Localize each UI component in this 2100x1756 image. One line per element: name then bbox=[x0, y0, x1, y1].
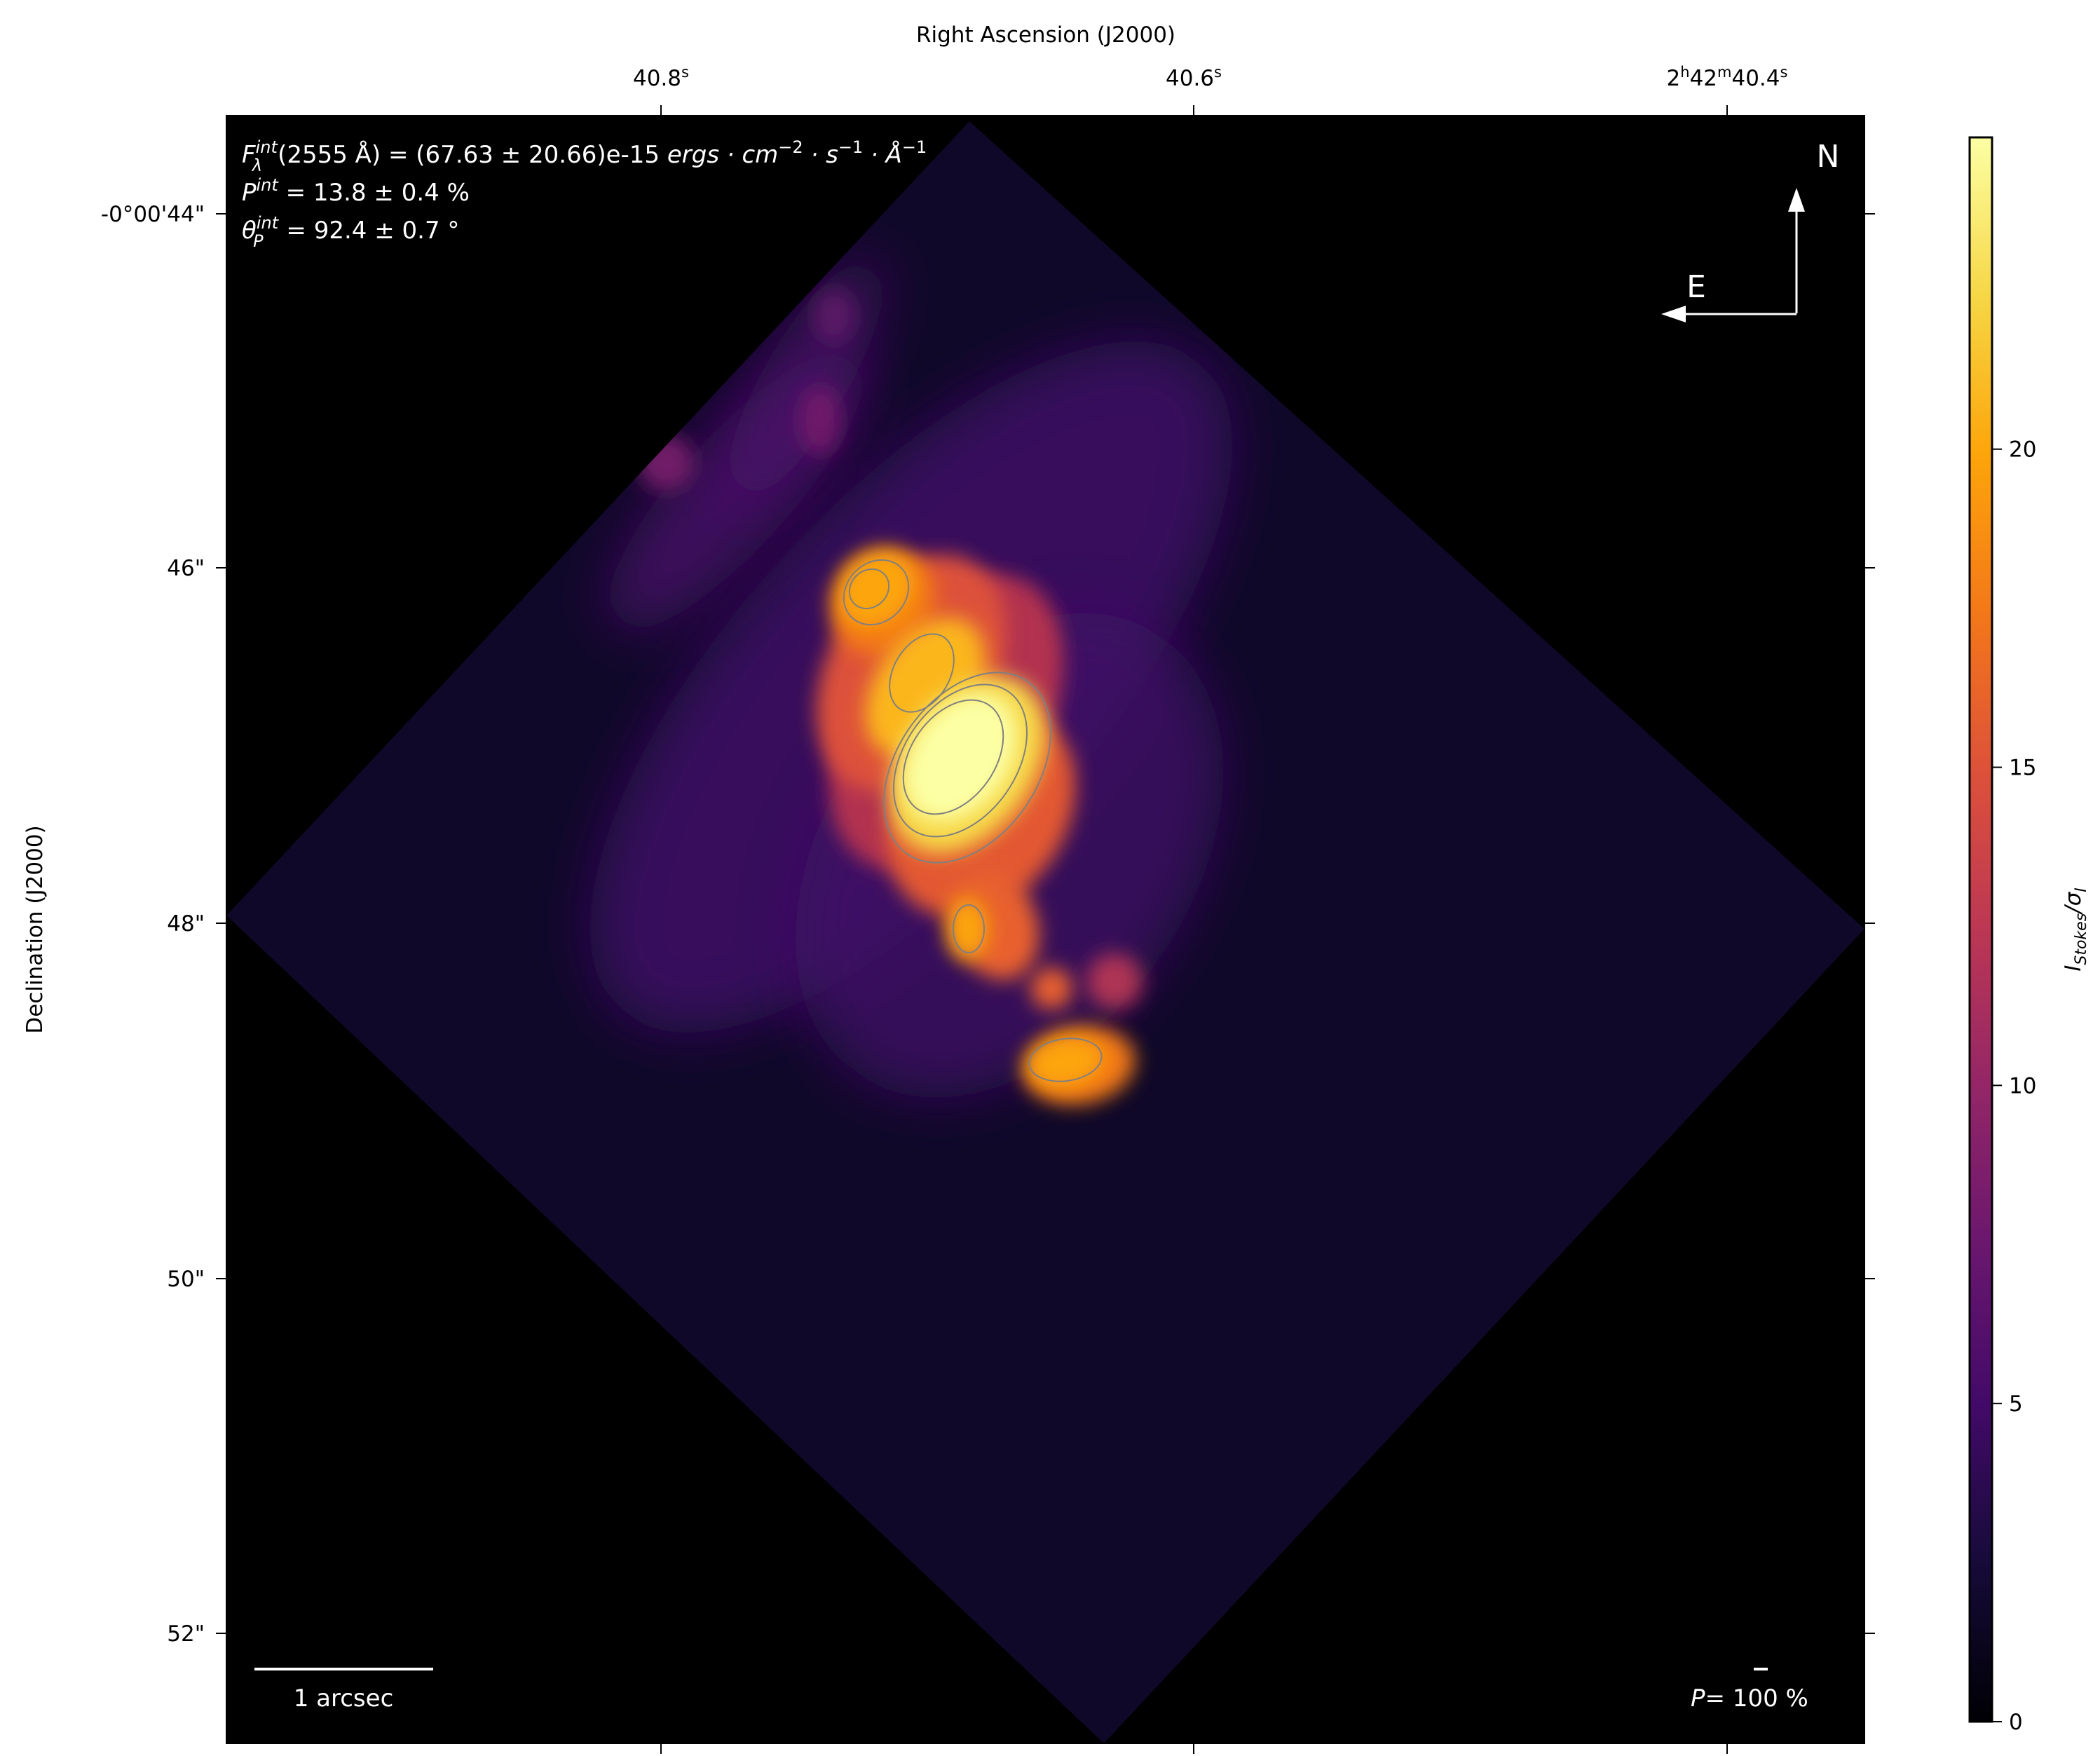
polarization-annotation: Pint = 13.8 ± 0.4 % bbox=[242, 175, 470, 207]
colorbar-label: IStokes/σI bbox=[2061, 887, 2090, 972]
colorbar: IStokes/σI 0 5 10 15 20 bbox=[1968, 136, 2090, 1735]
flux-annotation: Fint λ (2555 Å) = (67.63 ± 20.66)e-15 ergs… bbox=[242, 137, 927, 175]
plot-frame bbox=[226, 115, 1865, 1744]
north-arrow-head bbox=[1788, 188, 1805, 212]
north-label: N bbox=[1817, 139, 1840, 175]
ra-axis: 40.8s 40.6s 2h42m40.4s Right Ascension (… bbox=[633, 22, 1787, 1754]
contour-line bbox=[1028, 1037, 1103, 1082]
colorbar-tick-label: 0 bbox=[2009, 1710, 2023, 1735]
dec-axis: Declination (J2000) -0°00'44" 46" 48" 50" 52… bbox=[22, 202, 1875, 1647]
x-axis-title: Right Ascension (J2000) bbox=[916, 22, 1175, 48]
contour-line bbox=[889, 633, 955, 713]
scale-bar: 1 arcsec bbox=[254, 1668, 433, 1713]
emission-region bbox=[799, 386, 841, 456]
intensity-map bbox=[226, 121, 1864, 1743]
contour-line bbox=[848, 568, 890, 610]
emission-region bbox=[1030, 967, 1072, 1009]
colorbar-tick-label: 10 bbox=[2009, 1073, 2036, 1098]
colorbar-gradient bbox=[1968, 136, 1993, 1723]
colorbar-tick-label: 20 bbox=[2009, 437, 2036, 463]
emission-region bbox=[813, 287, 855, 343]
dec-tick-label: -0°00'44" bbox=[101, 202, 205, 227]
contour-line bbox=[902, 699, 1004, 815]
compass: N E bbox=[1661, 139, 1839, 322]
polarization-scale: P= 100 % bbox=[1691, 1668, 1808, 1713]
dec-tick-label: 46" bbox=[167, 556, 205, 581]
contour-line bbox=[883, 672, 1051, 864]
ra-tick-label: 40.8s bbox=[633, 64, 689, 91]
pol-scale-label: P= 100 % bbox=[1691, 1684, 1808, 1713]
contour-line bbox=[892, 683, 1028, 838]
emission-region bbox=[1027, 1037, 1104, 1087]
colorbar-tick-label: 15 bbox=[2009, 756, 2036, 781]
east-arrow-head bbox=[1661, 306, 1686, 322]
dec-tick-label: 50" bbox=[167, 1267, 205, 1292]
scale-bar-label: 1 arcsec bbox=[294, 1684, 394, 1713]
dec-tick-label: 48" bbox=[167, 911, 205, 937]
contour-line bbox=[953, 904, 985, 953]
integrated-values: Fint λ (2555 Å) = (67.63 ± 20.66)e-15 ergs… bbox=[242, 137, 927, 251]
ra-tick-label: 2h42m40.4s bbox=[1667, 64, 1788, 91]
y-axis-title: Declination (J2000) bbox=[22, 825, 48, 1033]
east-label: E bbox=[1686, 269, 1706, 305]
angle-annotation: θint P = 92.4 ± 0.7 ° bbox=[242, 213, 459, 251]
emission-region bbox=[1086, 953, 1143, 1009]
contour-line bbox=[843, 559, 910, 626]
emission-region bbox=[903, 693, 1018, 822]
colorbar-tick-label: 5 bbox=[2009, 1391, 2023, 1417]
dec-tick-label: 52" bbox=[167, 1621, 205, 1647]
ra-tick-label: 40.6s bbox=[1166, 64, 1222, 91]
